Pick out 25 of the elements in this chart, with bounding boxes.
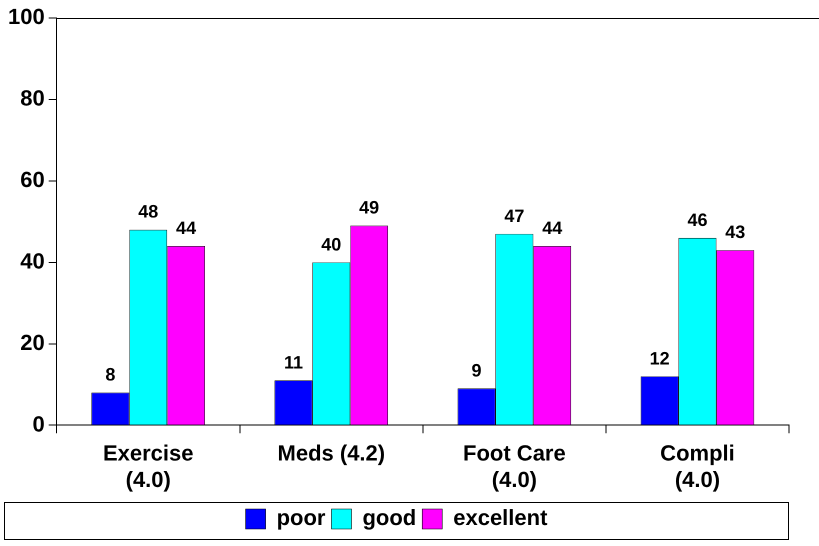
x-tick-label: Foot Care (4.0) <box>463 440 566 492</box>
y-tick-label: 60 <box>20 166 45 192</box>
data-label: 49 <box>359 198 380 218</box>
data-label: 46 <box>687 210 708 230</box>
x-tick-label: Exercise (4.0) <box>102 440 194 492</box>
data-label: 12 <box>650 348 670 368</box>
legend-label: good <box>362 505 416 530</box>
data-label: 9 <box>472 360 482 381</box>
x-tick-label: Compli (4.0) <box>660 440 735 492</box>
x-tick-label: Meds (4.2) <box>278 440 386 466</box>
y-tick-label: 20 <box>20 330 45 355</box>
data-label: 48 <box>138 202 158 222</box>
y-tick-label: 100 <box>8 4 45 30</box>
data-label: 43 <box>725 222 746 242</box>
data-label: 44 <box>176 218 196 238</box>
legend-label: excellent <box>453 505 548 530</box>
y-tick-label: 40 <box>20 248 45 274</box>
y-tick-label: 0 <box>32 411 45 436</box>
legend-label: poor <box>276 505 326 530</box>
y-tick-label: 80 <box>20 86 45 111</box>
data-label: 11 <box>284 352 303 372</box>
data-label: 8 <box>105 364 116 385</box>
data-label: 40 <box>321 234 342 254</box>
data-label: 44 <box>542 218 562 238</box>
data-label: 47 <box>504 206 524 226</box>
